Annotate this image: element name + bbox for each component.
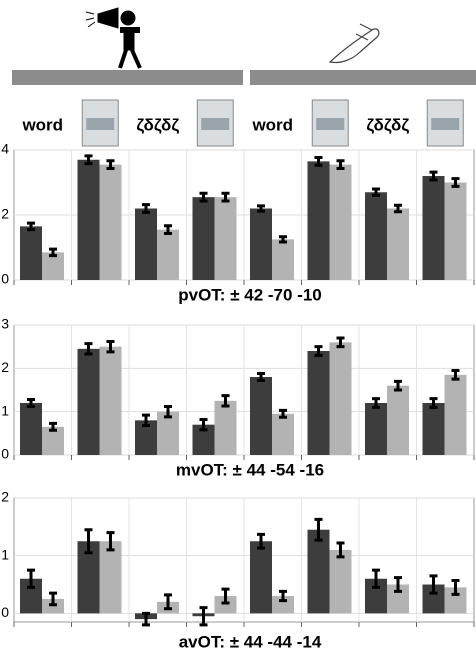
stimulus-image [201, 118, 229, 130]
condition-label: word [251, 115, 293, 134]
condition-label: ζδζδζ [136, 115, 179, 134]
hand-icon [330, 24, 379, 63]
y-tick-label: 2 [1, 206, 9, 222]
error-bar [279, 410, 287, 417]
y-tick-label: 2 [1, 359, 9, 375]
panel-title: pvOT: ± 42 -70 -10 [178, 285, 322, 304]
bar [157, 230, 179, 280]
panel-title: mvOT: ± 44 -54 -16 [176, 460, 324, 479]
bar [193, 197, 215, 280]
bar [330, 165, 352, 280]
bar [250, 377, 272, 455]
modality-bar [12, 70, 243, 85]
speaker-icon [86, 8, 140, 68]
error-bar [337, 338, 345, 347]
bar [250, 541, 272, 613]
y-tick-label: 1 [1, 546, 9, 562]
y-tick-label: 4 [1, 141, 9, 157]
bar [215, 197, 237, 280]
error-bar [49, 423, 57, 430]
y-tick-label: 0 [1, 446, 9, 462]
error-bar [452, 371, 460, 380]
bar [330, 342, 352, 455]
bar [78, 349, 100, 455]
y-tick-label: 0 [1, 604, 9, 620]
y-tick-label: 3 [1, 316, 9, 332]
figure: word ζδζδζ word ζδζδζ 0 2 4 pvOT: ± 42 -70 -10 0… [0, 0, 476, 657]
y-tick-label: 2 [1, 489, 9, 505]
bar [20, 403, 42, 455]
condition-label: ζδζδζ [366, 115, 409, 134]
y-tick-label: 0 [1, 271, 9, 287]
bar [308, 530, 330, 614]
stimulus-image [431, 118, 459, 130]
panel-title: avOT: ± 44 -44 -14 [179, 632, 322, 651]
bar [272, 239, 294, 280]
bar [272, 414, 294, 455]
condition-label: word [21, 115, 63, 134]
bar [330, 550, 352, 613]
bar [308, 351, 330, 455]
stimulus-image [86, 118, 114, 130]
bar [423, 403, 445, 455]
bar [20, 226, 42, 280]
bar [387, 386, 409, 455]
bar [100, 165, 122, 280]
bar [445, 183, 467, 281]
page: {"chart_data": [ {"type": "bar", "title"… [0, 0, 476, 657]
bar [365, 403, 387, 455]
bar [308, 161, 330, 280]
modality-bar [250, 70, 476, 85]
bar [387, 209, 409, 281]
bar [250, 209, 272, 281]
bar [215, 401, 237, 455]
bar [445, 375, 467, 455]
y-tick-label: 1 [1, 402, 9, 418]
stimulus-image [316, 118, 344, 130]
bar [78, 160, 100, 280]
bar [100, 347, 122, 455]
bar [100, 541, 122, 613]
bar [135, 209, 157, 281]
bar [365, 192, 387, 280]
bar [423, 176, 445, 280]
